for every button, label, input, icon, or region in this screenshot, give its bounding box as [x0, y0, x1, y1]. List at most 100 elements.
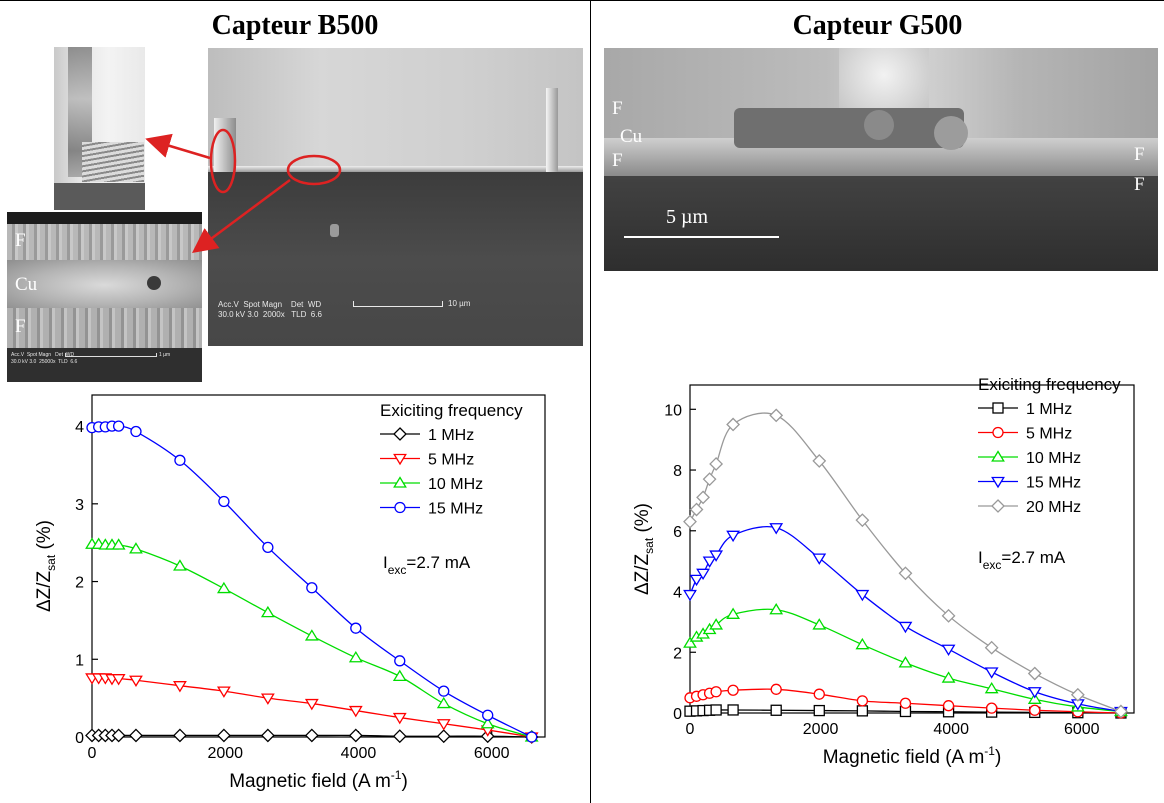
- b500-legend-15-mhz-label: 15 MHz: [428, 501, 483, 518]
- g500-series-10-mhz-point: [812, 618, 827, 630]
- chart-g500: 0 2000 4000 6000 0 2 4 6 8 10 Magnetic field (A m-…: [632, 375, 1135, 768]
- b500-series-1-mhz-markers: [85, 728, 539, 744]
- b500-series-15-mhz-markers: [86, 420, 538, 743]
- b500-legend-15-mhz-marker: [394, 501, 406, 514]
- g500-series-15-mhz-point: [941, 644, 956, 656]
- b500-series-5-mhz-point: [129, 675, 143, 688]
- zoom-layer-top-label: F: [15, 230, 26, 251]
- g500-series-1-mhz-point: [813, 704, 825, 717]
- g500-series-10-mhz-point: [726, 607, 740, 619]
- g500-series-20-mhz-point: [1070, 687, 1085, 702]
- g500-series-20-mhz-point: [855, 513, 870, 528]
- g500-series-20-mhz-point: [984, 640, 999, 655]
- g500-series-15-mhz-point: [769, 523, 784, 535]
- g500-legend-10-mhz-marker: [991, 450, 1005, 462]
- g500-series-15-mhz-point: [696, 568, 710, 581]
- b500-y-tick-label: 3: [75, 497, 84, 514]
- b500-series-15-mhz-point: [306, 582, 318, 594]
- b500-series-5-mhz-point: [304, 698, 319, 711]
- g500-series-15-mhz-point: [1027, 687, 1042, 699]
- g500-y-axis-label: ΔZ/Zsat (%): [632, 503, 656, 595]
- sem-zoom-scale-label: 1 µm: [159, 352, 171, 358]
- b500-legend-5-mhz-marker: [393, 453, 407, 466]
- b500-legend-5-mhz-label: 5 MHz: [428, 452, 474, 469]
- b500-series-1-mhz-point: [304, 728, 319, 743]
- g500-series-20-mhz-point: [1027, 666, 1042, 681]
- b500-series-1-mhz-point: [348, 728, 363, 743]
- g500-scalebar: [624, 236, 779, 238]
- sem-g500-overview: F Cu F F F 5 µm: [604, 48, 1158, 271]
- g500-y-tick-label: 4: [673, 585, 682, 602]
- g500-series-20-mhz-point: [726, 417, 741, 432]
- b500-plot-frame: [91, 394, 546, 738]
- g500-legend-15-mhz-label: 15 MHz: [1026, 475, 1081, 492]
- g500-series-10-mhz-point: [898, 656, 913, 668]
- b500-legend-10-mhz-marker: [393, 476, 407, 488]
- b500-x-axis-label: Magnetic field (A m-1): [229, 768, 408, 792]
- g500-series-15-mhz-point: [709, 550, 724, 562]
- g500-layer-cu-label: Cu: [620, 126, 643, 147]
- g500-layer-f-mid-label: F: [612, 150, 623, 171]
- b500-legend-1-mhz-marker: [393, 427, 407, 441]
- g500-series-15-mhz-point: [855, 589, 870, 602]
- b500-series-15-mhz-point: [482, 709, 494, 721]
- g500-series-1-mhz-point: [856, 705, 869, 717]
- g500-series-10-mhz-markers: [683, 602, 1128, 717]
- b500-excitation-annotation: Iexc=2.7 mA: [383, 553, 471, 577]
- b500-series-15-mhz-point: [174, 454, 186, 466]
- g500-series-20-mhz-point: [941, 608, 956, 623]
- g500-series-5-mhz-markers: [684, 683, 1127, 719]
- g500-series-1-mhz-point: [710, 704, 722, 716]
- b500-legend-1-mhz-label: 1 MHz: [428, 427, 474, 444]
- g500-legend-20-mhz-marker: [991, 499, 1005, 513]
- b500-series-10-mhz-point: [304, 629, 319, 641]
- sem-b500-scalebar: [353, 301, 443, 307]
- callout-ellipse-sidewall: [209, 128, 237, 194]
- sem-b500-zoom: F Cu F Acc.V Spot Magn Det WD 30.0 kV 3.…: [7, 212, 202, 382]
- g500-y-tick-label: 0: [673, 706, 682, 723]
- g500-series-20-mhz-point: [1114, 704, 1128, 719]
- g500-series-20-mhz-point: [689, 502, 704, 517]
- sem-sidewall-closeup: [54, 47, 145, 210]
- b500-y-tick-label: 2: [75, 575, 84, 592]
- g500-series-10-mhz-point: [1027, 692, 1042, 704]
- b500-series-10-mhz-point: [260, 605, 275, 618]
- g500-legend-20-mhz-label: 20 MHz: [1026, 499, 1081, 516]
- g500-series-20-mhz-point: [702, 472, 717, 487]
- b500-series-10-mhz-point: [348, 650, 363, 663]
- g500-x-tick-label: 2000: [803, 721, 839, 738]
- b500-series-1-mhz-point: [216, 728, 231, 743]
- g500-legend-1-mhz-label: 1 MHz: [1026, 401, 1072, 418]
- g500-series-5-mhz-point: [770, 683, 782, 695]
- g500-series-20-mhz-markers: [683, 408, 1128, 719]
- g500-series-10-mhz-point: [709, 618, 724, 630]
- g500-series-20-mhz-point: [709, 457, 724, 471]
- sem-zoom-scalebar: [65, 353, 157, 357]
- g500-series-5-mhz-point: [899, 697, 912, 709]
- sem-b500-scale-label: 10 µm: [448, 299, 471, 308]
- g500-series-15-mhz-point: [702, 556, 717, 568]
- g500-series-5-mhz-point: [856, 695, 869, 707]
- g500-x-tick-label: 0: [686, 721, 695, 738]
- b500-legend-10-mhz-label: 10 MHz: [428, 476, 483, 493]
- callout-arrow-stack: [191, 178, 291, 253]
- g500-y-tick-label: 2: [673, 645, 682, 662]
- sem-zoom-meta: Acc.V Spot Magn Det WD 30.0 kV 3.0 25000…: [11, 352, 78, 365]
- g500-series-10-mhz-point: [984, 681, 999, 694]
- b500-series-5-mhz-point: [348, 705, 363, 718]
- g500-series-5-mhz-point: [986, 702, 998, 714]
- b500-series-5-mhz-point: [436, 719, 451, 731]
- b500-legend-title: Exiciting frequency: [380, 401, 523, 420]
- chart-b500: 0 2000 4000 6000 0 1 2 3 4 Magnetic field (A m-1)…: [34, 394, 546, 792]
- b500-x-tick-label: 6000: [474, 745, 510, 762]
- b500-series-5-mhz-point: [173, 681, 187, 693]
- g500-legend-5-mhz-marker: [992, 426, 1004, 439]
- b500-series-15-mhz-line: [91, 425, 532, 738]
- b500-series-15-mhz-point: [218, 495, 230, 508]
- b500-series-15-mhz-point: [262, 541, 274, 553]
- b500-series-5-mhz-point: [216, 686, 231, 698]
- b500-series-10-mhz-point: [173, 559, 187, 571]
- b500-series-1-mhz-point: [260, 728, 275, 743]
- g500-series-15-mhz-point: [898, 621, 913, 634]
- g500-series-1-mhz-point: [770, 704, 782, 716]
